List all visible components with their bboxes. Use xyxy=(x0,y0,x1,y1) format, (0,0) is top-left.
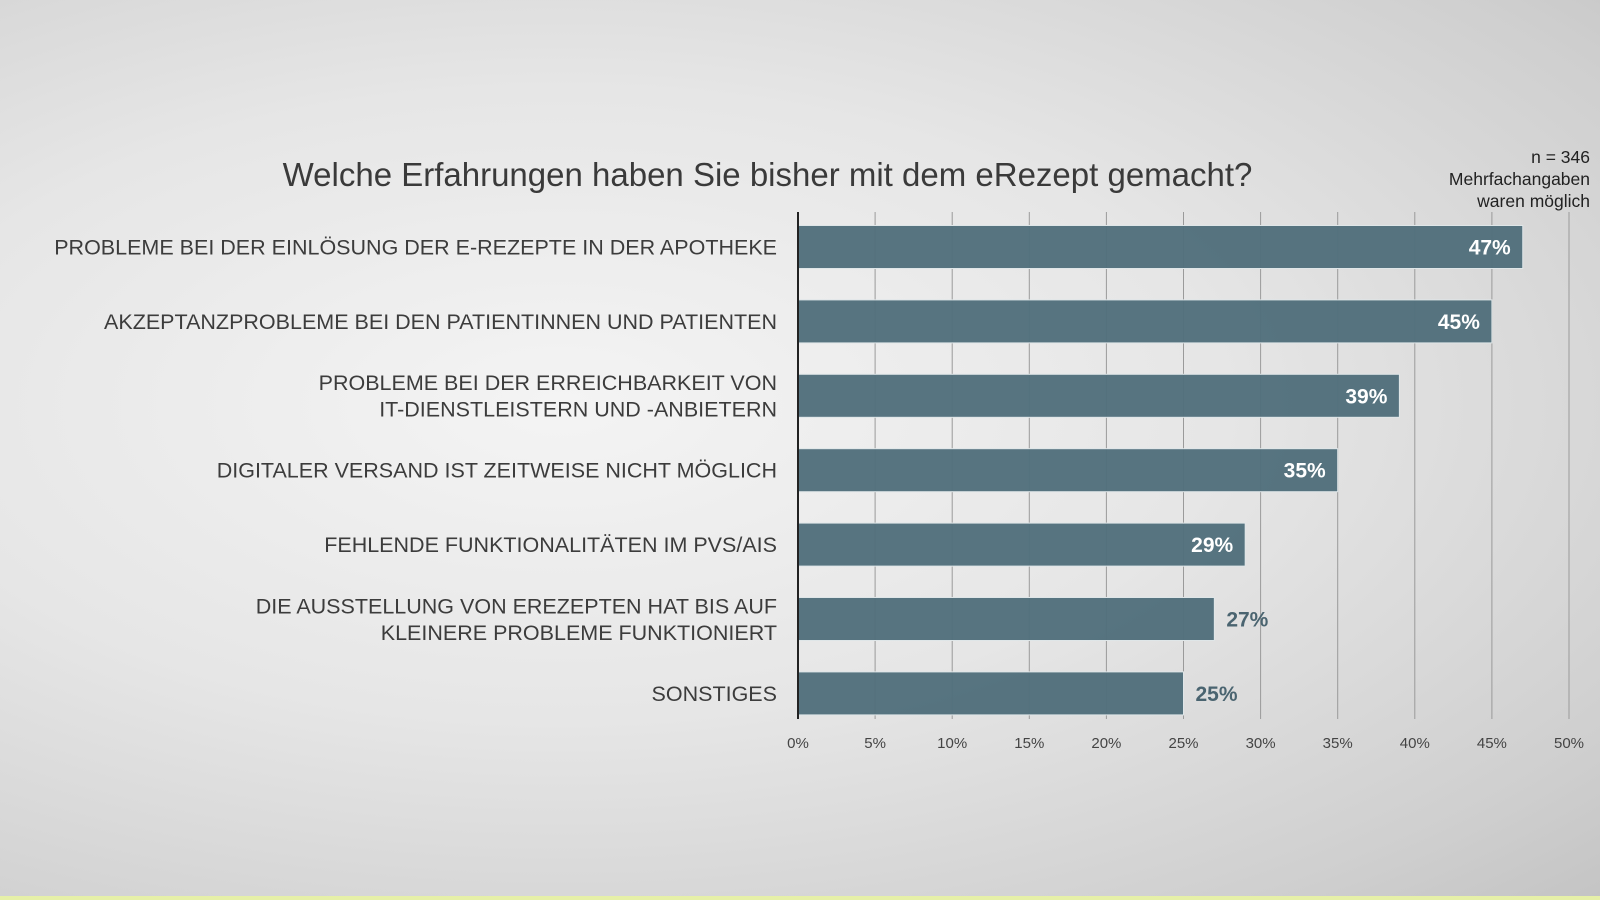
bar xyxy=(797,671,1184,716)
data-label: 27% xyxy=(1226,609,1268,632)
bar xyxy=(797,522,1246,567)
bar xyxy=(797,448,1339,493)
category-label: KLEINERE PROBLEME FUNKTIONIERT xyxy=(381,621,777,645)
x-tick-label: 15% xyxy=(1014,735,1044,752)
data-label: 35% xyxy=(1284,460,1326,483)
note-line: waren möglich xyxy=(1477,191,1590,211)
category-label: PROBLEME BEI DER ERREICHBARKEIT VON xyxy=(319,371,777,395)
data-label: 25% xyxy=(1196,683,1238,706)
sample-note: n = 346 Mehrfachangaben waren möglich xyxy=(1449,146,1590,212)
x-tick-label: 25% xyxy=(1168,735,1198,752)
note-line: Mehrfachangaben xyxy=(1448,169,1590,189)
x-tick-label: 30% xyxy=(1246,735,1276,752)
sample-size: n = 346 xyxy=(1531,147,1590,167)
bottom-strip xyxy=(0,896,1600,900)
bar xyxy=(797,225,1524,269)
bar xyxy=(797,597,1215,641)
data-label: 39% xyxy=(1345,385,1387,408)
category-label: PROBLEME BEI DER EINLÖSUNG DER E-REZEPTE… xyxy=(54,236,777,260)
data-label: 45% xyxy=(1438,311,1480,334)
category-label: FEHLENDE FUNKTIONALITÄTEN IM PVS/AIS xyxy=(324,533,777,557)
x-tick-label: 5% xyxy=(864,735,886,752)
category-label: SONSTIGES xyxy=(652,682,777,706)
data-label: 47% xyxy=(1469,237,1511,260)
x-tick-label: 0% xyxy=(787,735,809,752)
x-tick-label: 45% xyxy=(1477,735,1507,752)
bar xyxy=(797,299,1493,344)
category-label: IT-DIENSTLEISTERN UND -ANBIETERN xyxy=(379,398,777,422)
x-tick-label: 50% xyxy=(1554,735,1584,752)
x-tick-label: 35% xyxy=(1323,735,1353,752)
category-label: DIE AUSSTELLUNG VON EREZEPTEN HAT BIS AU… xyxy=(256,594,777,618)
category-label: AKZEPTANZPROBLEME BEI DEN PATIENTINNEN U… xyxy=(104,310,777,334)
category-label: DIGITALER VERSAND IST ZEITWEISE NICHT MÖ… xyxy=(217,459,777,483)
x-tick-label: 20% xyxy=(1091,735,1121,752)
bar xyxy=(797,373,1400,418)
x-tick-label: 10% xyxy=(937,735,967,752)
data-label: 29% xyxy=(1191,534,1233,557)
chart-title: Welche Erfahrungen haben Sie bisher mit … xyxy=(282,156,1253,193)
x-tick-label: 40% xyxy=(1400,735,1430,752)
